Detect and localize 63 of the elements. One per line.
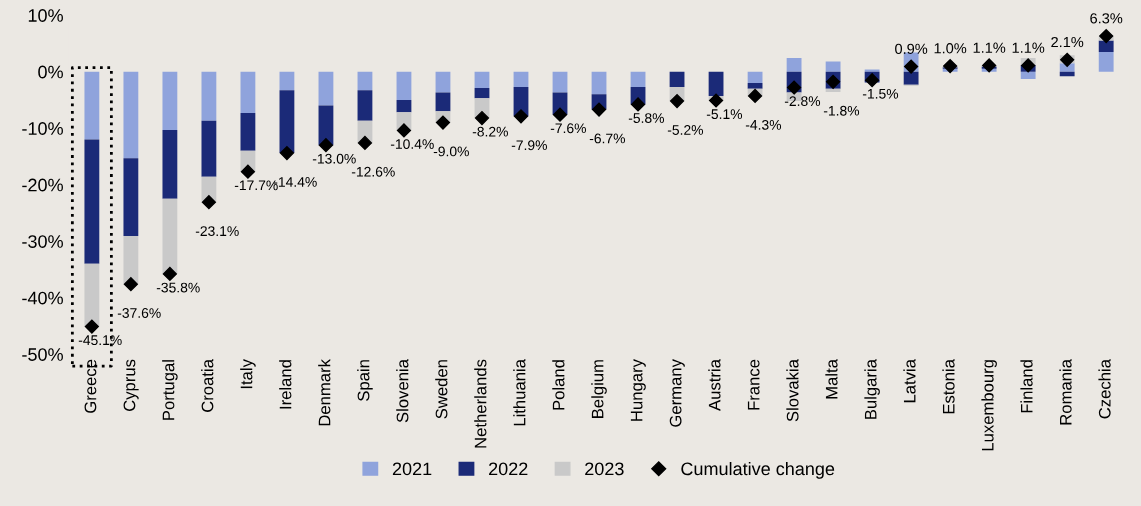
y-tick-label: -30% xyxy=(22,235,63,248)
x-tick-label: Finland xyxy=(1020,360,1033,413)
x-tick-label: Poland xyxy=(552,360,565,410)
x-tick-label: Hungary xyxy=(630,359,646,421)
y-tick-label: 0% xyxy=(38,65,63,79)
data-label: -5.1% xyxy=(706,109,743,120)
x-tick-label: Portugal xyxy=(162,360,178,420)
x-tick-label: Belgium xyxy=(591,360,607,418)
x-tick-label: Latvia xyxy=(903,359,916,403)
x-tick-label: Italy xyxy=(240,359,256,389)
data-label: -13.0% xyxy=(312,153,356,164)
y-tick-label: -20% xyxy=(22,178,63,192)
y-tick-label: -50% xyxy=(22,348,63,361)
x-tick-label: Romania xyxy=(1059,359,1072,425)
x-tick-label: Austria xyxy=(708,359,721,411)
x-tick-label: Netherlands xyxy=(474,359,487,448)
data-label: 0.9% xyxy=(895,43,928,54)
x-tick-label: Ireland xyxy=(279,360,292,409)
x-tick-label: Slovenia xyxy=(396,359,409,423)
x-tick-label: Greece xyxy=(84,359,97,413)
data-label: -1.8% xyxy=(823,105,860,116)
x-tick-label: Czechia xyxy=(1098,359,1111,419)
data-label: -12.6% xyxy=(351,166,395,177)
y-tick-label: 10% xyxy=(28,9,63,22)
x-tick-label: Germany xyxy=(669,359,685,427)
data-label: -8.2% xyxy=(472,126,508,137)
data-label: 1.0% xyxy=(934,43,967,54)
y-tick-label: -10% xyxy=(22,122,63,135)
legend-label: 2023 xyxy=(585,462,624,476)
data-label: -45.1% xyxy=(78,335,122,346)
x-tick-label: Sweden xyxy=(435,360,448,419)
data-label: -5.8% xyxy=(628,113,665,123)
data-label: -5.2% xyxy=(667,125,704,135)
data-label: -2.8% xyxy=(784,96,821,107)
data-label: -7.6% xyxy=(550,123,586,134)
legend-label: 2022 xyxy=(489,462,528,476)
data-label: 1.1% xyxy=(1012,42,1045,53)
legend-label: 2021 xyxy=(392,462,432,476)
x-tick-label: Slovakia xyxy=(786,359,799,422)
data-label: 6.3% xyxy=(1090,13,1123,24)
x-tick-label: Denmark xyxy=(318,359,331,426)
x-tick-label: Croatia xyxy=(201,359,214,412)
legend-label: Cumulative change xyxy=(681,461,835,479)
x-tick-label: Bulgaria xyxy=(864,359,880,419)
data-label: -9.0% xyxy=(433,146,469,157)
data-label: -23.1% xyxy=(195,226,239,237)
x-tick-label: Spain xyxy=(357,360,373,401)
data-label: -37.6% xyxy=(117,308,161,318)
data-label: 2.1% xyxy=(1051,36,1084,48)
x-tick-label: Lithuania xyxy=(513,359,526,426)
data-label: -10.4% xyxy=(390,139,434,149)
data-label: -4.3% xyxy=(745,119,782,130)
x-tick-label: Estonia xyxy=(942,359,955,414)
x-tick-label: Cyprus xyxy=(123,359,139,411)
data-label: -7.9% xyxy=(511,140,547,151)
data-label: -6.7% xyxy=(589,133,626,144)
x-tick-label: France xyxy=(747,359,760,410)
data-label: -35.8% xyxy=(156,282,200,293)
data-label: 1.1% xyxy=(973,42,1006,53)
y-tick-label: -40% xyxy=(22,291,63,305)
x-tick-label: Luxembourg xyxy=(981,360,997,451)
data-label: -1.5% xyxy=(862,88,899,99)
x-tick-label: Malta xyxy=(825,359,838,399)
